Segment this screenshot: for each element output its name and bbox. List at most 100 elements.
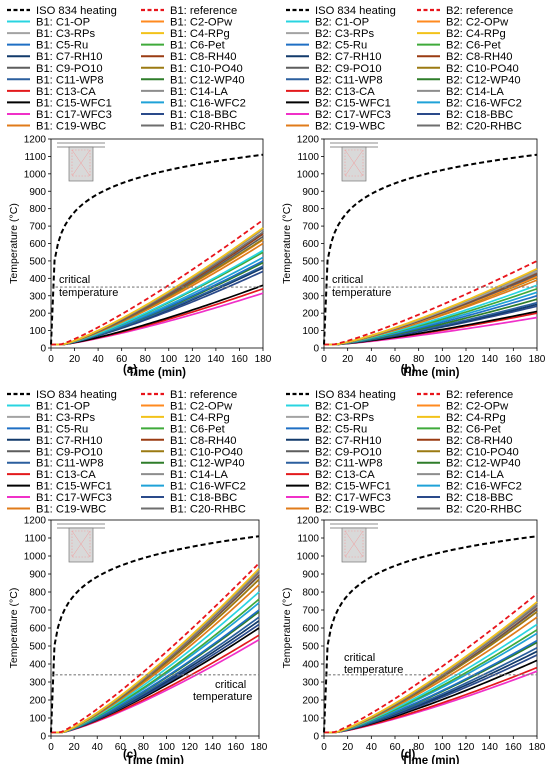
y-tick-label: 100 [302, 326, 319, 337]
y-axis-label: Temperature (°C) [8, 203, 20, 284]
legend-label-C11: B2: C11-WP8 [315, 458, 383, 470]
x-tick-label: 80 [140, 354, 152, 365]
y-tick-label: 800 [302, 204, 319, 215]
y-tick-label: 200 [302, 696, 319, 707]
legend-label-C18: B1: C18-BBC [170, 492, 237, 504]
x-tick-label: 100 [158, 742, 175, 753]
y-tick-label: 1100 [24, 534, 46, 545]
cross-section-inset [330, 142, 378, 182]
y-tick-label: 600 [29, 624, 46, 635]
legend-label-C1: B2: C1-OP [315, 17, 369, 29]
legend-label-C5: B1: C5-Ru [36, 40, 88, 52]
critical-label-line1: critical [59, 274, 90, 286]
legend-label-C7: B2: C7-RH10 [315, 435, 382, 447]
x-tick-label: 20 [342, 354, 354, 365]
legend-label-C13: B1: C13-CA [36, 86, 96, 98]
legend-label-C10: B2: C10-PO40 [446, 63, 519, 75]
legend-label-C20: B2: C20-RHBC [446, 121, 522, 133]
x-tick-label: 180 [255, 354, 272, 365]
x-tick-label: 80 [138, 742, 150, 753]
legend-label-C8: B1: C8-RH40 [170, 51, 237, 63]
legend-label-C3: B1: C3-RPs [36, 28, 95, 40]
y-tick-label: 1000 [24, 552, 47, 563]
y-tick-label: 700 [302, 222, 319, 233]
y-tick-label: 0 [40, 732, 46, 743]
legend-label-C12: B1: C12-WP40 [170, 74, 245, 86]
legend-label-C14: B2: C14-LA [446, 469, 504, 481]
legend-label-C13: B2: C13-CA [315, 469, 375, 481]
y-tick-label: 1100 [297, 534, 319, 545]
legend-label-reference: B2: reference [446, 389, 513, 401]
legend-label-iso: ISO 834 heating [315, 389, 396, 401]
series-line-reference [324, 593, 538, 734]
x-tick-label: 140 [481, 742, 498, 753]
y-tick-label: 300 [302, 678, 319, 689]
legend-label-C2: B1: C2-OPw [170, 17, 233, 29]
x-tick-label: 0 [321, 742, 327, 753]
y-tick-label: 200 [29, 309, 46, 320]
y-tick-label: 1100 [297, 152, 319, 163]
x-tick-label: 80 [413, 354, 425, 365]
legend-label-C3: B2: C3-RPs [315, 412, 374, 424]
y-tick-label: 700 [29, 222, 46, 233]
x-tick-label: 0 [48, 742, 54, 753]
x-tick-label: 60 [115, 742, 127, 753]
zone-diagonal [344, 530, 364, 558]
y-tick-label: 600 [302, 239, 319, 250]
zone-diagonal [71, 530, 91, 558]
beam-section [341, 527, 367, 563]
y-axis-label: Temperature (°C) [281, 588, 293, 669]
legend-label-C9: B1: C9-PO10 [36, 446, 103, 458]
y-tick-label: 100 [29, 326, 46, 337]
heated-zone [71, 149, 91, 177]
legend-label-C3: B1: C3-RPs [36, 412, 95, 424]
legend-label-C19: B1: C19-WBC [36, 121, 106, 133]
y-tick-label: 1000 [297, 169, 320, 180]
x-tick-label: 60 [116, 354, 128, 365]
y-tick-label: 600 [29, 239, 46, 250]
y-tick-label: 500 [302, 256, 319, 267]
y-tick-label: 800 [302, 588, 319, 599]
plot-area: 0100200300400500600700800900100011001200… [281, 516, 546, 764]
panel-label: (b) [401, 364, 416, 376]
cross-section-inset [57, 523, 105, 563]
legend-label-C6: B1: C6-Pet [170, 40, 226, 52]
y-tick-label: 900 [29, 570, 46, 581]
legend-label-C7: B1: C7-RH10 [36, 51, 103, 63]
legend-label-C4: B2: C4-RPg [446, 412, 506, 424]
series-line-C20 [51, 571, 260, 734]
legend-label-C14: B1: C14-LA [170, 86, 228, 98]
x-tick-label: 80 [413, 742, 425, 753]
y-tick-label: 700 [302, 606, 319, 617]
x-tick-label: 0 [321, 354, 327, 365]
legend-label-C13: B2: C13-CA [315, 86, 375, 98]
x-tick-label: 100 [160, 354, 177, 365]
legend-label-C16: B2: C16-WFC2 [446, 97, 522, 109]
legend-label-C20: B2: C20-RHBC [446, 504, 522, 516]
legend-label-C6: B2: C6-Pet [446, 423, 502, 435]
y-tick-label: 800 [29, 588, 46, 599]
x-tick-label: 40 [93, 354, 105, 365]
legend-label-C16: B1: C16-WFC2 [170, 97, 246, 109]
legend-label-C9: B1: C9-PO10 [36, 63, 103, 75]
panel-label: (c) [123, 749, 137, 761]
legend-label-C5: B1: C5-Ru [36, 423, 88, 435]
y-tick-label: 1200 [24, 516, 47, 527]
y-tick-label: 900 [302, 570, 319, 581]
legend-label-reference: B2: reference [446, 5, 513, 17]
legend-label-C10: B1: C10-PO40 [170, 63, 243, 75]
y-tick-label: 400 [29, 274, 46, 285]
legend-label-C18: B2: C18-BBC [446, 492, 513, 504]
legend-label-C4: B1: C4-RPg [170, 28, 230, 40]
legend-label-C8: B2: C8-RH40 [446, 435, 513, 447]
x-axis-label: Time (min) [402, 755, 460, 764]
legend-label-C5: B2: C5-Ru [315, 40, 367, 52]
legend-label-C17: B1: C17-WFC3 [36, 492, 112, 504]
x-tick-label: 60 [389, 742, 401, 753]
zone-diagonal [344, 149, 364, 177]
